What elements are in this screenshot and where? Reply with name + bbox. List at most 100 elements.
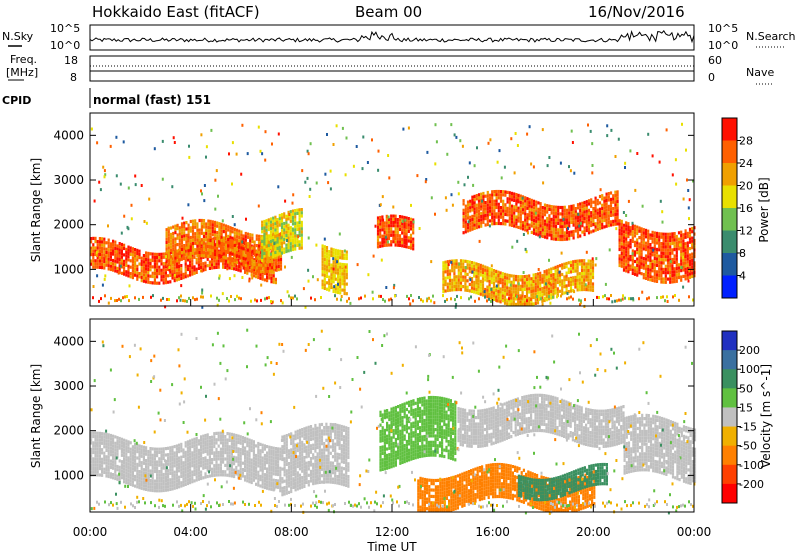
heatmap-cell bbox=[206, 433, 209, 437]
heatmap-cell bbox=[109, 433, 112, 438]
heatmap-cell bbox=[266, 266, 269, 270]
heatmap-cell bbox=[434, 212, 436, 216]
heatmap-cell bbox=[521, 198, 525, 202]
heatmap-cell bbox=[153, 281, 156, 285]
heatmap-cell bbox=[204, 242, 207, 246]
heatmap-cell bbox=[473, 201, 476, 205]
heatmap-cell bbox=[607, 195, 610, 199]
heatmap-cell bbox=[193, 265, 196, 269]
heatmap-cell bbox=[622, 211, 625, 214]
heatmap-cell bbox=[442, 270, 445, 274]
heatmap-cell bbox=[195, 452, 198, 456]
heatmap-cell bbox=[587, 218, 591, 222]
heatmap-cell bbox=[250, 244, 253, 248]
heatmap-cell bbox=[591, 260, 595, 264]
heatmap-cell bbox=[482, 204, 485, 208]
heatmap-cell bbox=[165, 263, 168, 267]
heatmap-cell bbox=[473, 280, 476, 284]
heatmap-cell bbox=[257, 272, 260, 276]
heatmap-cell bbox=[617, 137, 620, 141]
colorbar-swatch bbox=[722, 253, 737, 276]
heatmap-cell bbox=[194, 238, 197, 242]
heatmap-cell bbox=[187, 223, 190, 227]
heatmap-cell bbox=[461, 144, 464, 148]
heatmap-cell bbox=[594, 222, 597, 226]
heatmap-cell bbox=[213, 227, 217, 231]
heatmap-cell bbox=[492, 297, 496, 301]
heatmap-cell bbox=[394, 243, 397, 247]
heatmap-cell bbox=[640, 243, 643, 247]
heatmap-cell bbox=[328, 266, 331, 270]
heatmap-cell bbox=[189, 245, 192, 249]
heatmap-cell bbox=[94, 434, 97, 438]
heatmap-cell bbox=[90, 447, 93, 451]
heatmap-cell bbox=[510, 223, 514, 227]
heatmap-cell bbox=[620, 232, 623, 236]
heatmap-cell bbox=[339, 281, 342, 285]
heatmap-cell bbox=[174, 247, 177, 251]
heatmap-cell bbox=[519, 287, 522, 292]
heatmap-cell bbox=[473, 164, 476, 168]
heatmap-cell bbox=[341, 256, 344, 260]
heatmap-cell bbox=[217, 444, 220, 448]
heatmap-cell bbox=[226, 267, 229, 271]
heatmap-cell bbox=[412, 244, 415, 248]
heatmap-cell bbox=[178, 443, 181, 447]
heatmap-cell bbox=[96, 256, 99, 260]
heatmap-cell bbox=[149, 268, 152, 272]
heatmap-cell bbox=[168, 298, 170, 301]
heatmap-cell bbox=[620, 223, 623, 227]
heatmap-cell bbox=[513, 214, 516, 218]
heatmap-cell bbox=[328, 275, 331, 279]
heatmap-cell bbox=[644, 241, 648, 245]
heatmap-cell bbox=[629, 232, 632, 236]
heatmap-cell bbox=[114, 467, 117, 471]
heatmap-cell bbox=[506, 286, 509, 290]
heatmap-cell bbox=[691, 236, 694, 240]
heatmap-cell bbox=[675, 270, 678, 274]
heatmap-cell bbox=[118, 436, 121, 441]
heatmap-cell bbox=[484, 194, 487, 198]
heatmap-cell bbox=[655, 251, 659, 255]
heatmap-cell bbox=[296, 227, 299, 231]
heatmap-cell bbox=[641, 290, 644, 294]
heatmap-cell bbox=[548, 258, 550, 262]
heatmap-cell bbox=[162, 466, 165, 470]
heatmap-cell bbox=[521, 224, 525, 228]
heatmap-cell bbox=[684, 254, 687, 259]
heatmap-cell bbox=[669, 251, 672, 255]
heatmap-cell bbox=[235, 260, 239, 264]
heatmap-cell bbox=[246, 271, 249, 275]
heatmap-cell bbox=[550, 208, 553, 212]
heatmap-cell bbox=[249, 236, 252, 240]
heatmap-cell bbox=[178, 469, 181, 473]
heatmap-cell bbox=[174, 224, 177, 228]
heatmap-cell bbox=[211, 467, 214, 471]
heatmap-cell bbox=[550, 221, 553, 225]
heatmap-cell bbox=[195, 449, 198, 453]
heatmap-cell bbox=[669, 280, 672, 284]
heatmap-cell bbox=[196, 235, 199, 239]
heatmap-cell bbox=[191, 272, 194, 276]
heatmap-cell bbox=[191, 242, 195, 246]
heatmap-cell bbox=[655, 257, 659, 261]
heatmap-cell bbox=[147, 251, 150, 255]
heatmap-cell bbox=[629, 242, 632, 246]
heatmap-cell bbox=[222, 223, 225, 227]
heatmap-cell bbox=[176, 243, 179, 247]
heatmap-cell bbox=[273, 265, 276, 269]
heatmap-cell bbox=[191, 457, 194, 461]
heatmap-cell bbox=[151, 255, 154, 259]
heatmap-cell bbox=[224, 265, 227, 269]
heatmap-cell bbox=[530, 277, 533, 281]
heatmap-cell bbox=[228, 247, 231, 251]
heatmap-cell bbox=[274, 247, 277, 251]
heatmap-cell bbox=[576, 278, 579, 282]
heatmap-cell bbox=[191, 438, 194, 442]
heatmap-cell bbox=[574, 207, 577, 211]
heatmap-cell bbox=[191, 266, 194, 270]
heatmap-cell bbox=[156, 275, 159, 279]
heatmap-cell bbox=[149, 265, 152, 269]
heatmap-cell bbox=[550, 217, 553, 221]
heatmap-cell bbox=[251, 265, 254, 269]
